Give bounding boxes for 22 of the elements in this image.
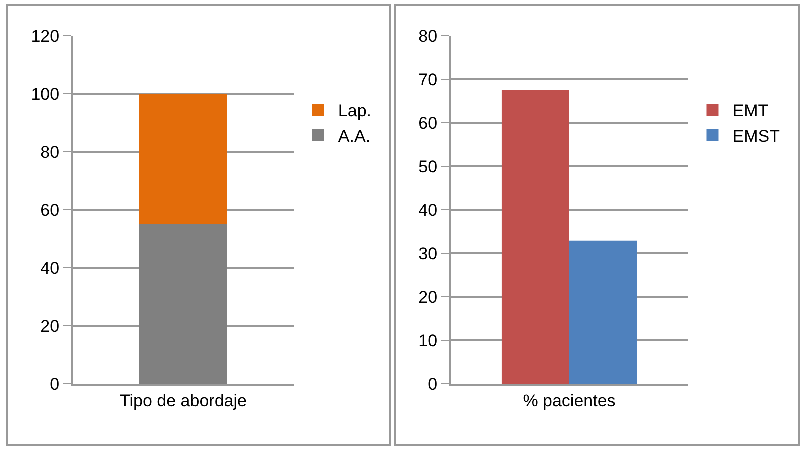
y-tick-label: 20 — [40, 316, 60, 336]
y-tick-label: 120 — [31, 26, 60, 46]
y-tick-label: 10 — [418, 331, 438, 350]
y-tick-label: 0 — [428, 374, 438, 394]
legend-label: A.A. — [338, 126, 371, 146]
y-tick-label: 70 — [418, 70, 438, 90]
y-tick-label: 60 — [40, 200, 60, 220]
legend-label: EMT — [732, 102, 769, 121]
y-tick-label: 20 — [418, 288, 438, 307]
y-tick-label: 100 — [31, 84, 60, 104]
y-tick-label: 0 — [50, 374, 60, 394]
y-tick-label: 80 — [40, 142, 60, 162]
y-tick-label: 60 — [418, 114, 438, 133]
y-tick-label: 30 — [418, 244, 438, 264]
x-tick-label: Tipo de abordaje — [120, 391, 247, 410]
y-tick-label: 80 — [418, 26, 438, 46]
y-tick-label: 50 — [418, 157, 438, 176]
y-tick-label: 40 — [418, 200, 438, 220]
legend-label: EMST — [732, 126, 780, 146]
x-tick-label: % pacientes — [523, 391, 616, 410]
y-tick-label: 40 — [40, 258, 60, 278]
legend-label: Lap. — [338, 102, 372, 121]
